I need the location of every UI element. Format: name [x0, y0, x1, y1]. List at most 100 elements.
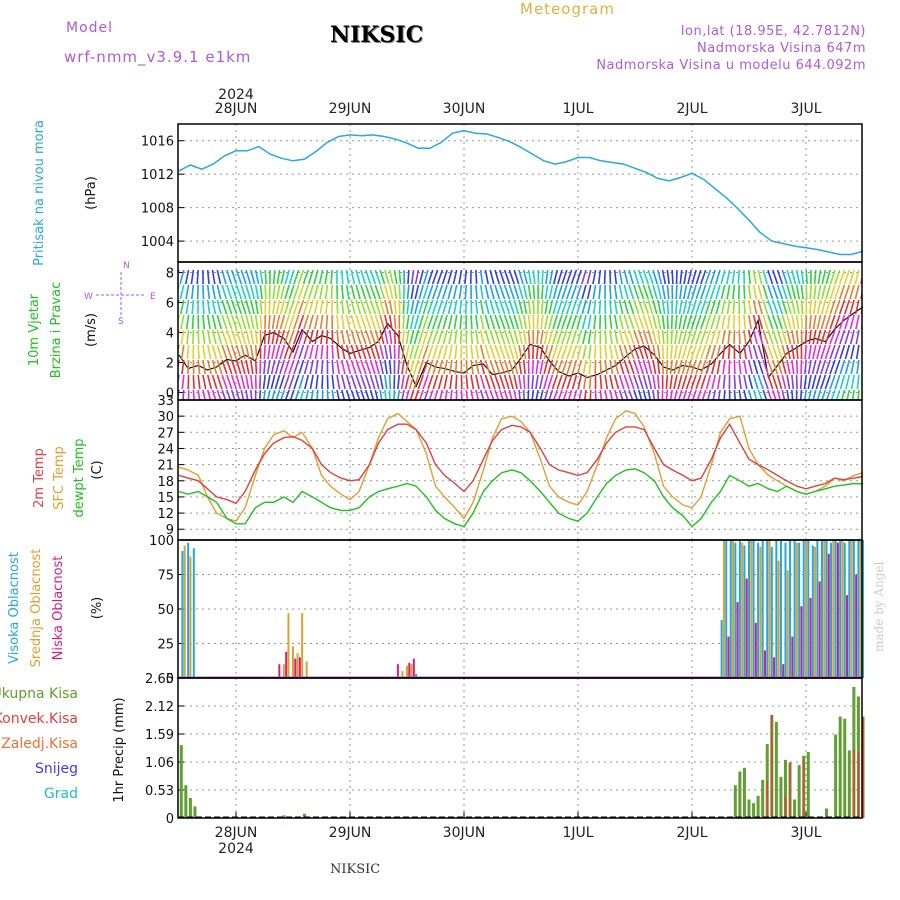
wind-arrow	[410, 299, 415, 315]
cloud-bar-high	[752, 540, 755, 678]
wind-arrow	[235, 389, 241, 400]
wind-arrow	[868, 330, 869, 344]
wind-arrow	[781, 329, 788, 345]
wind-arrow	[743, 284, 746, 300]
wind-arrow	[226, 344, 233, 360]
wind-arrow	[682, 314, 688, 330]
wind-arrow	[418, 299, 424, 315]
wind-arrow	[771, 284, 779, 300]
wind-arrow	[240, 269, 247, 285]
wind-arrow	[757, 344, 764, 360]
wind-arrow	[398, 269, 402, 285]
wind-arrow	[518, 329, 523, 345]
wind-arrow	[297, 284, 305, 300]
wind-arrow	[443, 374, 448, 390]
wind-arrow	[254, 299, 259, 315]
wind-arrow	[705, 374, 712, 390]
wind-arrow	[279, 344, 286, 360]
wind-arrow	[637, 269, 645, 285]
wind-arrow	[839, 344, 846, 360]
wind-arrow	[318, 269, 324, 285]
wind-arrow	[808, 344, 812, 360]
wind-arrow	[834, 314, 841, 330]
wind-arrow	[379, 314, 385, 330]
wind-arrow	[470, 344, 474, 360]
wind-arrow	[527, 344, 530, 360]
wind-arrow	[211, 284, 216, 300]
wind-arrow	[674, 299, 678, 315]
wind-arrow	[254, 284, 260, 300]
wind-arrow	[448, 344, 453, 360]
y-tick-label: 1008	[141, 202, 174, 217]
wind-arrow	[427, 359, 434, 375]
wind-arrow	[443, 359, 448, 375]
wind-arrow	[341, 329, 346, 345]
wind-arrow	[799, 374, 803, 390]
wind-arrow	[661, 284, 666, 300]
wind-arrow	[475, 329, 479, 345]
wind-arrow	[340, 299, 345, 315]
precip-legend-2: Zaledj.Kisa	[1, 736, 78, 752]
wind-arrow	[513, 269, 520, 285]
wind-arrow	[422, 329, 429, 345]
wind-arrow	[609, 344, 614, 360]
wind-arrow	[331, 374, 335, 390]
wind-arrow	[197, 344, 200, 360]
wind-arrow	[552, 329, 559, 345]
wind-arrow	[575, 269, 582, 285]
wind-arrow	[726, 284, 731, 300]
wind-arrow	[738, 389, 742, 400]
wind-arrow	[700, 299, 707, 315]
wind-arrow	[384, 314, 389, 330]
wind-arrow	[795, 284, 801, 300]
wind-arrow	[762, 329, 769, 345]
wind-arrow	[593, 314, 597, 330]
wind-arrow	[776, 284, 784, 300]
wind-arrow	[532, 269, 536, 285]
wind-arrow	[731, 269, 736, 285]
cloud-bar-mid	[814, 546, 817, 678]
y-tick-label: 75	[157, 569, 174, 584]
wind-arrow	[642, 269, 650, 285]
wind-barbs	[178, 269, 869, 400]
wind-arrow	[340, 269, 344, 285]
wind-arrow	[813, 284, 817, 300]
wind-arrow	[850, 344, 855, 360]
wind-arrow	[355, 299, 362, 315]
wind-arrow	[603, 269, 606, 285]
wind-arrow	[721, 314, 726, 330]
wind-arrow	[442, 329, 448, 345]
wind-arrow	[288, 284, 295, 300]
wind-arrow	[245, 389, 249, 400]
wind-arrow	[762, 359, 769, 375]
wind-arrow	[479, 344, 485, 360]
wind-arrow	[686, 329, 693, 345]
wind-arrow	[427, 374, 434, 390]
wind-arrow	[843, 269, 851, 285]
wind-arrow	[834, 374, 841, 390]
wind-arrow	[308, 329, 314, 345]
wind-arrow	[221, 344, 228, 360]
wind-arrow	[226, 359, 233, 375]
wind-arrow	[795, 314, 800, 330]
wind-arrow	[652, 299, 658, 315]
wind-arrow	[682, 389, 688, 400]
wind-arrow	[815, 359, 822, 375]
cloud-bar-low	[827, 553, 830, 678]
wind-arrow	[824, 344, 831, 360]
wind-arrow	[613, 344, 619, 360]
sfc-temp-axis-title: SFC Temp	[52, 446, 67, 510]
wind-arrow	[855, 314, 860, 330]
wind-arrow	[695, 374, 702, 390]
wind-arrow	[484, 284, 490, 300]
y-tick-label: 18	[157, 475, 174, 490]
wind-arrow	[489, 389, 495, 400]
wind-arrow	[661, 269, 667, 285]
cloud-bar-high	[816, 540, 819, 678]
wind-arrow	[839, 314, 846, 330]
wind-arrow	[757, 269, 763, 285]
wind-arrow	[548, 284, 554, 300]
wind-arrow	[302, 269, 310, 285]
wind-arrow	[856, 359, 860, 375]
wind-arrow	[712, 389, 717, 400]
